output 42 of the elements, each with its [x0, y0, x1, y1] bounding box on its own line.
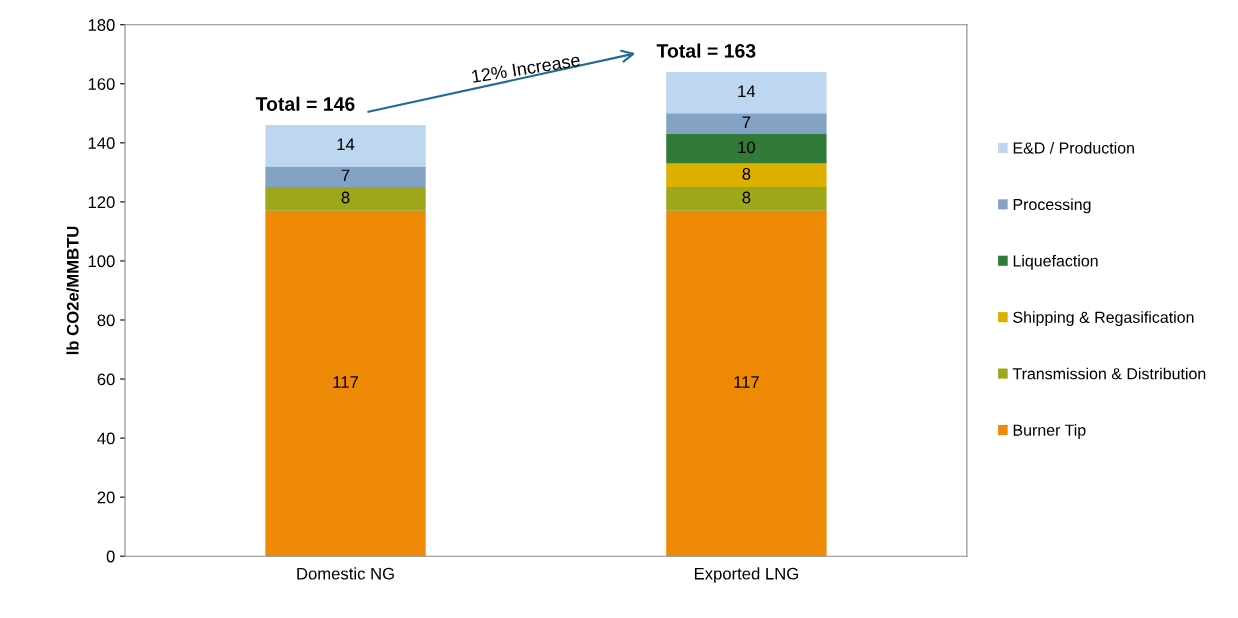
y-tick-label: 60: [97, 373, 115, 386]
bar: [666, 71, 827, 114]
bar: [265, 125, 426, 167]
y-tick-label: 140: [88, 137, 115, 150]
data-label: 7: [742, 116, 751, 128]
data-label: 14: [337, 138, 355, 151]
bar: [265, 210, 426, 557]
y-tick-label: 160: [88, 78, 115, 90]
y-axis-title: lb CO2e/MMBTU: [66, 226, 79, 355]
bar: [666, 187, 827, 211]
y-tick-label: 100: [88, 255, 115, 268]
y-tick-label: 0: [106, 550, 115, 563]
data-label: 8: [742, 167, 751, 180]
legend-label: Processing: [1013, 198, 1091, 214]
data-label: 8: [341, 191, 350, 204]
legend-label: Transmission & Distribution: [1012, 367, 1206, 380]
total-label: Total = 163: [656, 43, 756, 58]
y-tick-label: 40: [97, 432, 115, 445]
x-tick-label: Exported LNG: [694, 567, 798, 583]
legend-label: E&D / Production: [1013, 141, 1134, 154]
legend-label: Shipping & Regasification: [1013, 311, 1194, 327]
y-tick-label: 120: [88, 196, 115, 209]
data-label: 7: [341, 169, 350, 182]
data-label: 8: [742, 191, 751, 204]
legend-label: Liquefaction: [1013, 254, 1098, 270]
bar: [666, 133, 827, 164]
x-tick-label: Domestic NG: [297, 567, 394, 580]
data-label: 14: [738, 85, 756, 97]
y-tick-label: 80: [97, 314, 115, 327]
bar: [666, 113, 827, 134]
bar: [265, 166, 426, 188]
bar: [265, 187, 426, 211]
annotation: 12% Increase: [471, 53, 581, 83]
total-label: Total = 146: [255, 96, 355, 111]
bar: [666, 210, 827, 557]
y-tick-label: 20: [97, 491, 115, 504]
data-label: 117: [333, 376, 358, 388]
data-label: 10: [738, 141, 756, 154]
y-tick-label: 180: [88, 19, 115, 31]
bar: [666, 163, 827, 188]
data-label: 117: [734, 376, 759, 388]
legend-label: Burner Tip: [1013, 424, 1086, 439]
